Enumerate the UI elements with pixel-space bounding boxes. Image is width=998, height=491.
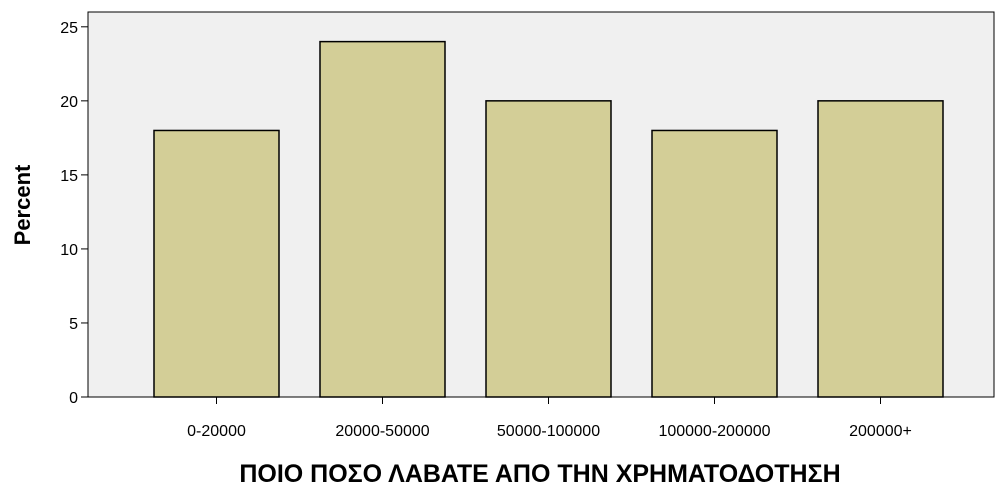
- bar-50000-100000: [485, 100, 612, 398]
- bar-0-20000: [153, 129, 280, 398]
- bar-100000-200000: [651, 129, 778, 398]
- bars-group: [153, 40, 944, 398]
- y-axis-title: Percent: [10, 164, 35, 245]
- bar-200000+: [817, 100, 944, 398]
- x-tick-label: 0-20000: [187, 423, 246, 440]
- y-tick-label: 5: [69, 316, 78, 333]
- x-axis-title: ΠΟΙΟ ΠΟΣΟ ΛΑΒΑΤΕ ΑΠΟ ΤΗΝ ΧΡΗΜΑΤΟΔΟΤΗΣΗ: [239, 460, 840, 488]
- x-tick-label: 200000+: [849, 423, 912, 440]
- y-tick-label: 15: [60, 168, 78, 185]
- y-tick-label: 25: [60, 20, 78, 37]
- x-axis: 0-20000 20000-50000 50000-100000 100000-200…: [187, 397, 912, 440]
- x-tick-label: 50000-100000: [497, 423, 600, 440]
- y-tick-label: 0: [69, 390, 78, 407]
- x-tick-label: 20000-50000: [335, 423, 429, 440]
- y-tick-label: 10: [60, 242, 78, 259]
- y-axis: 0 5 10 15 20 25: [60, 20, 88, 407]
- y-tick-label: 20: [60, 94, 78, 111]
- x-tick-label: 100000-200000: [658, 423, 770, 440]
- bar-20000-50000: [319, 40, 446, 398]
